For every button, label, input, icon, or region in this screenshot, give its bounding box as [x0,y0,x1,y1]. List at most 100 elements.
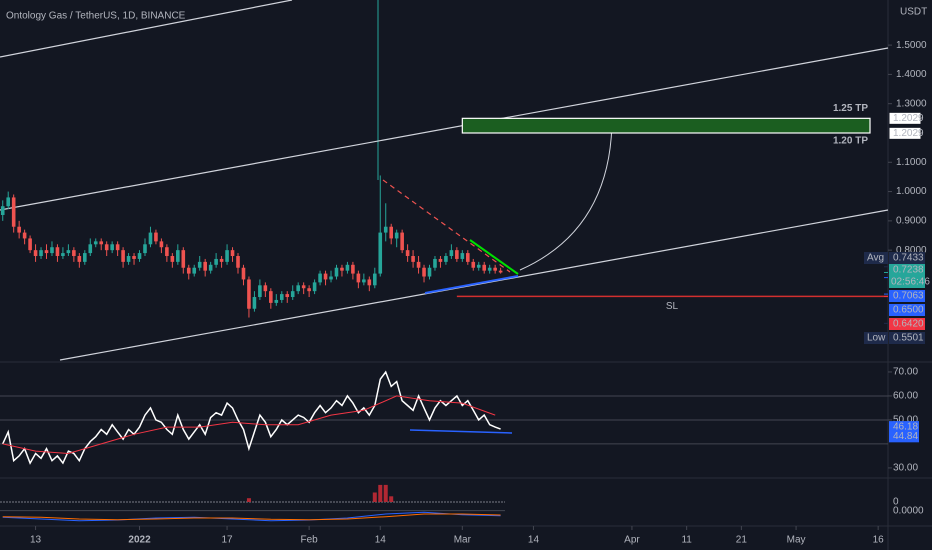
candle-body [28,238,32,251]
price-label-box [889,332,925,344]
candle-body [334,267,339,277]
candle-body [99,241,104,245]
macd-hist-bar [383,484,388,502]
rsi-label: 46.18 [893,422,918,433]
x-tick-label: May [787,535,806,546]
candle-body [44,250,49,254]
candle-body [455,250,459,259]
signal-line [2,513,501,521]
y-tick-label: 30.00 [893,463,918,474]
y-tick-label: 1.1000 [896,157,927,168]
x-tick-label: 14 [375,535,387,546]
macd-hist-bar [378,484,383,502]
candle-body [181,250,186,268]
candle-body [416,261,421,268]
candle-body [476,264,481,268]
candle-body [225,250,229,262]
candle-body [329,276,333,280]
rsi-label-box [889,430,919,443]
candle-body [33,250,38,257]
price-label-box [888,126,922,140]
rsi-label-box [889,421,919,434]
candle-body [252,297,257,309]
candle-body [6,197,11,207]
candle-body [214,258,218,265]
candle-body [498,270,503,273]
candle-body [110,244,114,251]
y-tick-label: 1.4000 [896,69,927,80]
candle-body [290,291,295,298]
candle-body [11,197,16,227]
candle-body [176,250,180,262]
candle-body [433,258,437,268]
macd-hist-bar [372,492,377,502]
x-tick-label: 13 [30,535,42,546]
candle-body [449,250,454,257]
x-tick-label: 16 [873,535,885,546]
candle-body [405,250,410,257]
candle-body [422,267,426,277]
candle-body [274,299,279,303]
y-tick-label: 1.0000 [896,186,927,197]
candle-body [400,232,404,251]
price-label: 0.6420 [893,319,924,330]
candle-body [356,273,361,283]
y-tick-label: 0.0000 [893,505,924,516]
candle-body [307,288,311,292]
candle-body [487,267,492,271]
candle-body [197,261,202,268]
price-label: 0.7063 [893,291,924,302]
price-tag-box [864,252,888,264]
price-label: 0.7238 [893,265,924,276]
candle-body [258,285,262,298]
price-label-box [888,111,922,125]
candle-body [0,206,5,216]
candle-body [50,247,54,254]
candle-body [143,244,147,254]
price-label-box [889,290,925,302]
y-tick-label: 1.5000 [896,40,927,51]
candle-body [323,273,328,280]
channel-line [0,0,293,58]
countdown: 02:56:46 [891,277,930,288]
candle-body [378,232,383,274]
candle-body [61,253,65,257]
candle-body [269,291,273,303]
candle-body [340,267,344,271]
tp-label: 1.25 TP [833,103,868,114]
price-label: 0.7433 [893,253,924,264]
price-label: 0.6500 [893,305,924,316]
candle-body [165,247,169,257]
candle-body [389,226,394,239]
candle-body [394,232,399,239]
candle-body [362,279,366,283]
price-tag-box [864,332,888,344]
candle-body [115,244,120,251]
candle-body [88,244,93,254]
candle-body [444,256,448,262]
candle-body [438,258,443,262]
candle-body [263,285,268,292]
x-tick-label: Feb [301,535,319,546]
y-tick-label: 0.8000 [896,245,927,256]
price-tag: Low [867,333,886,344]
candle-body [126,256,131,262]
x-tick-label: 14 [528,535,540,546]
candle-body [104,244,109,251]
macd-line [2,511,501,522]
candle-body [296,285,300,292]
candle-body [148,232,153,245]
candle-body [77,256,82,262]
candle-body [312,282,317,292]
price-label-box [889,264,925,288]
candle-body [427,267,432,277]
candle-body [121,250,125,262]
candle-body [236,256,240,268]
price-label-box [889,252,925,264]
candle-body [137,253,142,259]
y-tick-label: 1.3000 [896,98,927,109]
x-tick-label: 21 [736,535,748,546]
price-label: 1.2029 [893,113,924,124]
candle-body [301,285,306,289]
